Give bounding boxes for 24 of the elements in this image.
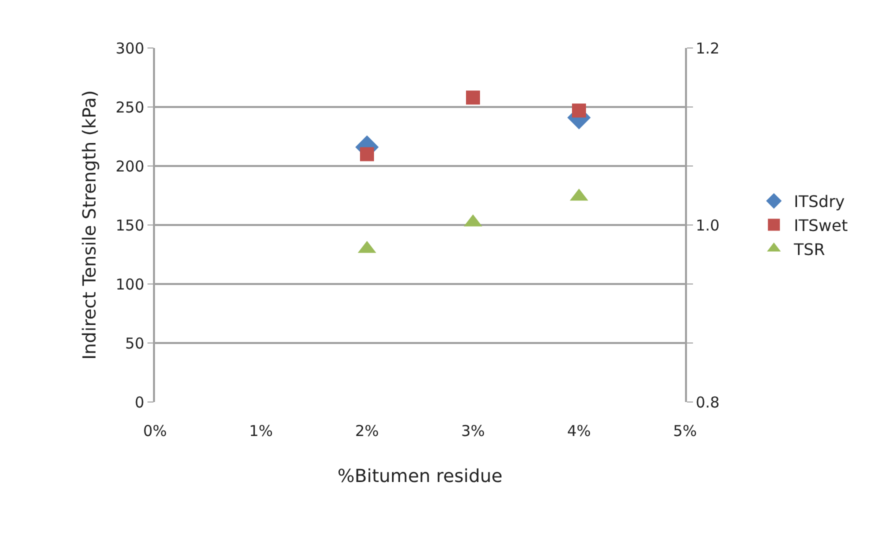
y-tick-label: 50 [125, 334, 144, 352]
legend-label: ITSdry [794, 192, 845, 212]
x-tick-label: 5% [673, 422, 697, 440]
legend-label: TSR [792, 240, 825, 259]
x-tick-label: 1% [249, 422, 273, 440]
x-tick-label: 2% [355, 422, 379, 440]
x-tick-label: 0% [143, 422, 167, 440]
point [360, 147, 374, 162]
y-tick-label: 300 [116, 39, 144, 58]
y2-tick-label: 1.0 [696, 216, 720, 234]
x-tick-label: 3% [461, 422, 485, 440]
point [466, 90, 480, 105]
y-axis-title: Indirect Tensile Strength (kPa) [79, 90, 100, 360]
x-tick-label: 4% [567, 422, 591, 440]
y-tick-label: 100 [116, 275, 144, 294]
point [572, 104, 586, 118]
y-tick-label: 0 [134, 393, 144, 412]
legend-label: ITSwet [794, 216, 848, 235]
y2-tick-label: 0.8 [696, 393, 720, 412]
x-axis-title: %Bitumen residue [337, 466, 503, 488]
y-tick-label: 250 [116, 98, 144, 116]
y-tick-label: 150 [116, 216, 144, 234]
y-tick-label: 200 [116, 157, 144, 176]
y2-tick-label: 1.2 [696, 39, 720, 58]
